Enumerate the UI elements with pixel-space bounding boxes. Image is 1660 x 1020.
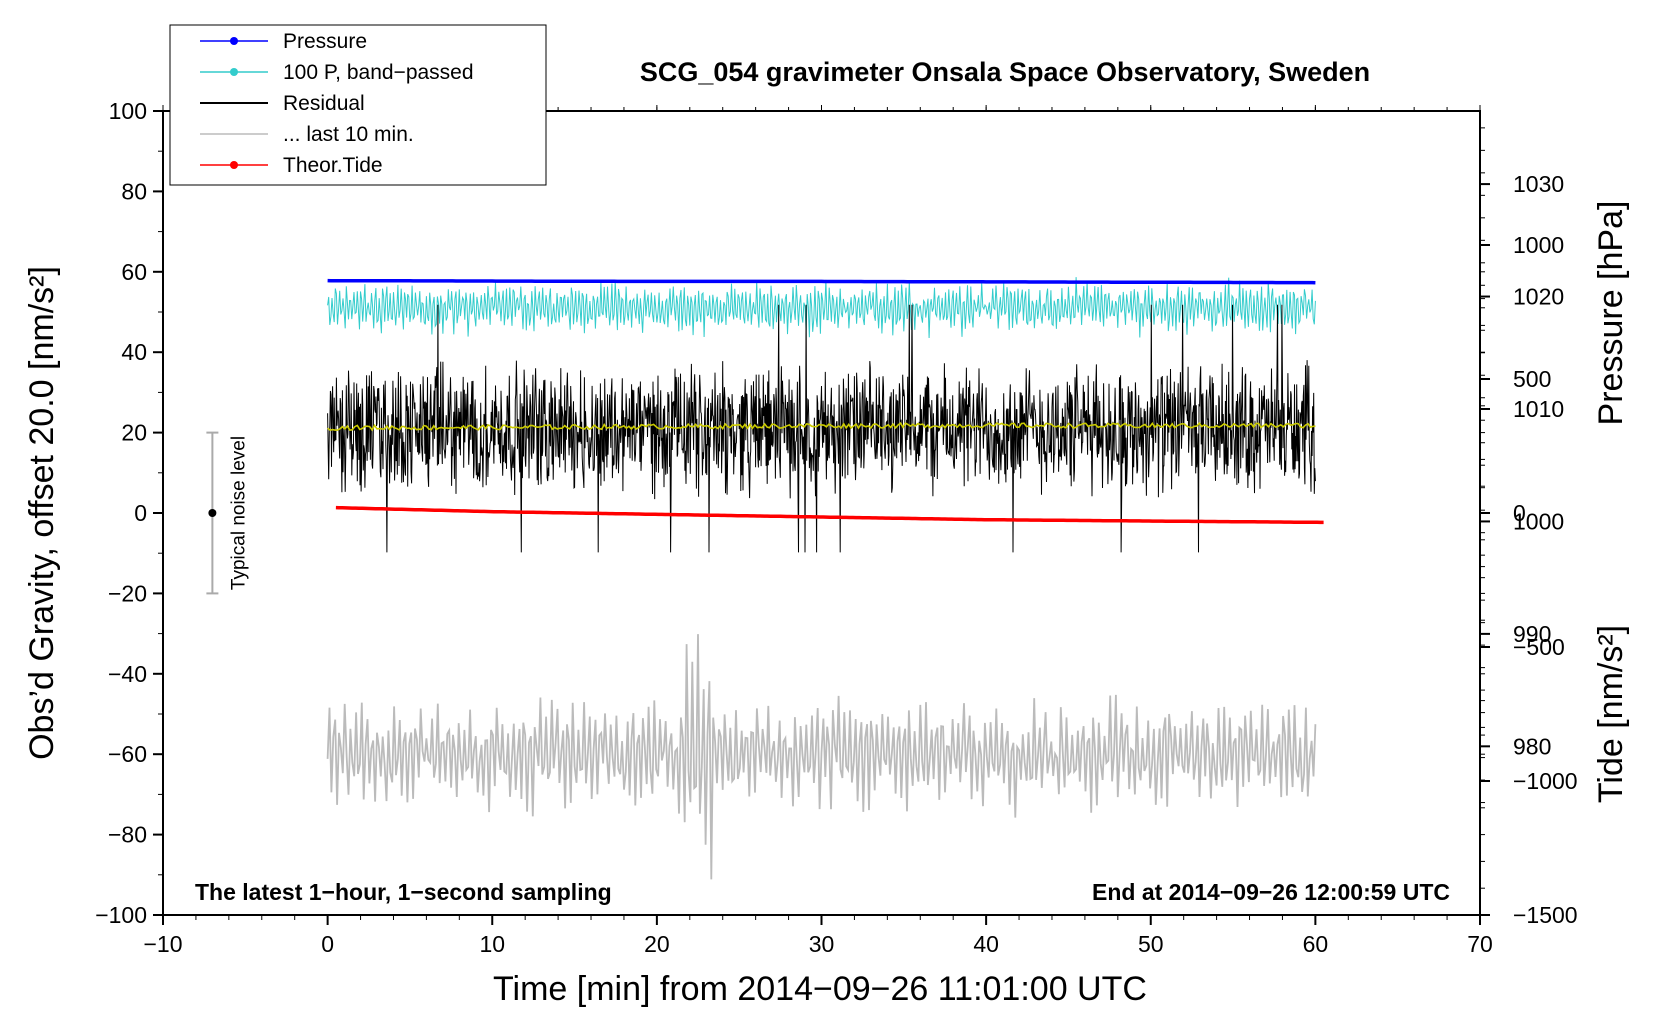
noise-level-label: Typical noise level <box>228 436 249 590</box>
annotation-end-time: End at 2014−09−26 12:00:59 UTC <box>1092 879 1450 905</box>
x-tick-label: 70 <box>1467 931 1493 957</box>
legend-marker <box>230 161 238 169</box>
y-left-tick-label: −40 <box>108 661 147 687</box>
x-tick-label: 50 <box>1138 931 1164 957</box>
x-tick-label: −10 <box>143 931 182 957</box>
y-tide-tick-label: −500 <box>1513 634 1565 660</box>
y-axis-pressure: 1030 1020 1010 1000 990 980 <box>1480 127 1564 804</box>
series-band-passed <box>327 277 1316 339</box>
noise-level-bar: Typical noise level <box>206 431 249 595</box>
legend: Pressure 100 P, band−passed Residual ... la… <box>169 24 547 186</box>
y-left-tick-label: −60 <box>108 741 147 767</box>
legend-marker <box>230 68 238 76</box>
noise-bar-center-dot <box>208 509 217 517</box>
y-axis-left-label: Obs’d Gravity, offset 20.0 [nm/s²] <box>23 266 61 760</box>
y-axis-tide-label: Tide [nm/s²] <box>1592 625 1630 803</box>
x-tick-label: 0 <box>321 931 334 957</box>
y-tide-tick-label: 0 <box>1513 500 1526 526</box>
y-left-tick-label: 20 <box>121 420 147 446</box>
legend-label: Theor.Tide <box>283 154 383 177</box>
legend-marker <box>230 37 238 45</box>
legend-label: Pressure <box>283 30 367 53</box>
plot-frame <box>162 110 1481 916</box>
series-theor-tide <box>335 505 1324 525</box>
y-tide-tick-label: −1500 <box>1513 902 1578 928</box>
x-axis-label: Time [min] from 2014−09−26 11:01:00 UTC <box>493 970 1147 1008</box>
y-pressure-tick-label: 1000 <box>1513 508 1564 534</box>
y-tide-tick-label: 1000 <box>1513 232 1564 258</box>
y-axis-tide: 1000 500 0 −500 −1000 −1500 <box>1480 232 1578 928</box>
y-left-tick-label: −20 <box>108 580 147 606</box>
series-layer <box>326 277 1324 880</box>
x-tick-label: 60 <box>1303 931 1329 957</box>
legend-label: ... last 10 min. <box>283 123 414 146</box>
chart-title: SCG_054 gravimeter Onsala Space Observat… <box>640 57 1370 87</box>
legend-box <box>169 24 547 186</box>
y-left-tick-label: −100 <box>95 902 147 928</box>
y-left-tick-label: 60 <box>121 259 147 285</box>
x-tick-label: 40 <box>973 931 999 957</box>
y-pressure-tick-label: 1020 <box>1513 284 1564 310</box>
y-left-tick-label: −80 <box>108 822 147 848</box>
series-residual-smoothed <box>327 421 1316 432</box>
y-left-tick-label: 80 <box>121 178 147 204</box>
y-pressure-tick-label: 1030 <box>1513 171 1564 197</box>
legend-label: Residual <box>283 92 365 115</box>
y-axis-left: 100 80 60 40 20 0 −20 −40 −60 −80 −100 <box>95 98 163 928</box>
y-left-tick-label: 100 <box>109 98 147 124</box>
y-axis-pressure-label: Pressure [hPa] <box>1592 201 1630 426</box>
y-tide-tick-label: −1000 <box>1513 768 1578 794</box>
x-tick-label: 20 <box>644 931 670 957</box>
y-left-tick-label: 40 <box>121 339 147 365</box>
y-pressure-tick-label: 980 <box>1513 733 1551 759</box>
y-pressure-tick-label: 1010 <box>1513 396 1564 422</box>
annotation-sampling: The latest 1−hour, 1−second sampling <box>195 879 612 905</box>
legend-label: 100 P, band−passed <box>283 61 474 84</box>
series-last-10-min <box>326 634 1317 880</box>
series-residual <box>327 304 1316 553</box>
x-tick-label: 10 <box>479 931 505 957</box>
y-pressure-tick-label: 990 <box>1513 621 1551 647</box>
x-axis: −10 0 10 20 30 40 50 60 70 <box>143 105 1493 957</box>
y-left-tick-label: 0 <box>134 500 147 526</box>
series-pressure <box>327 278 1316 285</box>
y-tide-tick-label: 500 <box>1513 366 1551 392</box>
x-tick-label: 30 <box>809 931 835 957</box>
